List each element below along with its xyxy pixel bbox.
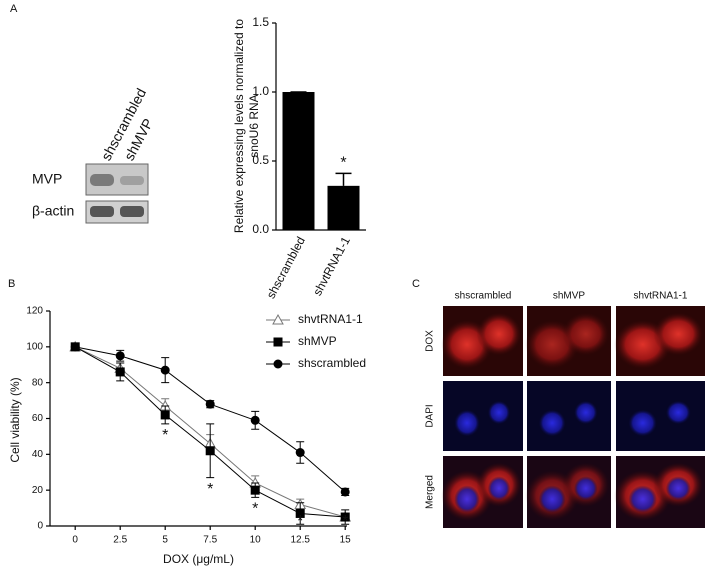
annotation: *	[340, 155, 346, 172]
legend-label: shscrambled	[298, 356, 366, 370]
x-tick-label: 5	[162, 535, 168, 546]
x-tick-label: 7.5	[203, 535, 217, 546]
y-axis-label: snoU6 RNA	[247, 94, 261, 157]
y-tick-label: 120	[26, 306, 43, 317]
marker	[340, 512, 350, 522]
annotation: *	[207, 481, 213, 498]
y-tick-label: 80	[32, 377, 44, 388]
cell-stain	[562, 312, 610, 356]
row-label: DAPI	[425, 404, 436, 427]
nucleus-stain	[665, 400, 691, 425]
blot-band	[120, 176, 144, 185]
marker	[272, 313, 284, 325]
y-tick-label: 0	[37, 521, 43, 532]
marker	[205, 399, 215, 409]
x-tick-label: 2.5	[113, 535, 127, 546]
marker	[250, 485, 260, 495]
panel-label: C	[412, 278, 420, 290]
nucleus-stain	[628, 409, 657, 437]
marker	[340, 487, 350, 497]
micrograph	[616, 381, 705, 451]
marker	[273, 359, 283, 369]
nucleus-stain	[454, 485, 480, 514]
row-label: Merged	[425, 475, 436, 509]
nucleus-stain	[538, 409, 566, 437]
annotation: *	[342, 513, 348, 530]
bar	[327, 185, 360, 230]
marker	[160, 365, 170, 375]
x-tick-label: shscrambled	[264, 234, 308, 301]
y-tick-label: 0.0	[252, 222, 269, 236]
x-tick-label: shvtRNA1-1	[310, 234, 353, 298]
legend-label: shMVP	[298, 334, 337, 348]
blot-band	[90, 206, 114, 217]
nucleus-stain	[538, 485, 566, 514]
cell-stain	[653, 312, 704, 356]
blot-band	[120, 206, 144, 217]
blot-row-label: MVP	[32, 171, 62, 187]
x-tick-label: 15	[340, 535, 352, 546]
x-tick-label: 12.5	[290, 535, 310, 546]
panel-label: A	[10, 3, 18, 15]
bar	[282, 92, 315, 230]
y-tick-label: 20	[32, 485, 44, 496]
y-tick-label: 60	[32, 413, 44, 424]
panel-label: B	[8, 278, 15, 290]
nucleus-stain	[574, 400, 598, 425]
column-label: shvtRNA1-1	[634, 291, 688, 302]
nucleus-stain	[454, 409, 480, 437]
y-tick-label: 1.0	[252, 84, 269, 98]
nucleus-stain	[487, 476, 511, 501]
y-tick-label: 1.5	[252, 15, 269, 29]
column-label: shscrambled	[455, 291, 512, 302]
nucleus-stain	[665, 476, 691, 501]
blot-band	[90, 174, 114, 186]
nucleus-stain	[574, 476, 598, 501]
legend-label: shvtRNA1-1	[298, 312, 363, 326]
x-tick-label: 10	[250, 535, 262, 546]
marker	[115, 351, 125, 361]
marker	[205, 446, 215, 456]
y-axis-label: Relative expressing levels normalized to	[232, 19, 246, 233]
error-bar	[335, 172, 352, 186]
marker	[160, 410, 170, 420]
x-axis-label: DOX (μg/mL)	[163, 552, 234, 566]
cell-stain	[476, 312, 522, 356]
annotation: *	[162, 427, 168, 444]
marker	[295, 448, 305, 458]
marker	[295, 508, 305, 518]
marker	[250, 415, 260, 425]
blot-row-label: β-actin	[32, 203, 74, 219]
micrograph	[527, 381, 611, 451]
y-tick-label: 0.5	[252, 153, 269, 167]
marker	[115, 367, 125, 377]
column-label: shMVP	[553, 291, 586, 302]
micrograph	[443, 381, 523, 451]
annotation: *	[252, 501, 258, 518]
y-axis-label: Cell viability (%)	[8, 377, 22, 462]
row-label: DOX	[425, 330, 436, 352]
y-tick-label: 40	[32, 449, 44, 460]
annotation: *	[297, 513, 303, 530]
x-tick-label: 0	[72, 535, 78, 546]
marker	[273, 337, 283, 347]
marker	[70, 342, 80, 352]
nucleus-stain	[487, 400, 511, 425]
nucleus-stain	[628, 485, 657, 514]
y-tick-label: 100	[26, 341, 43, 352]
